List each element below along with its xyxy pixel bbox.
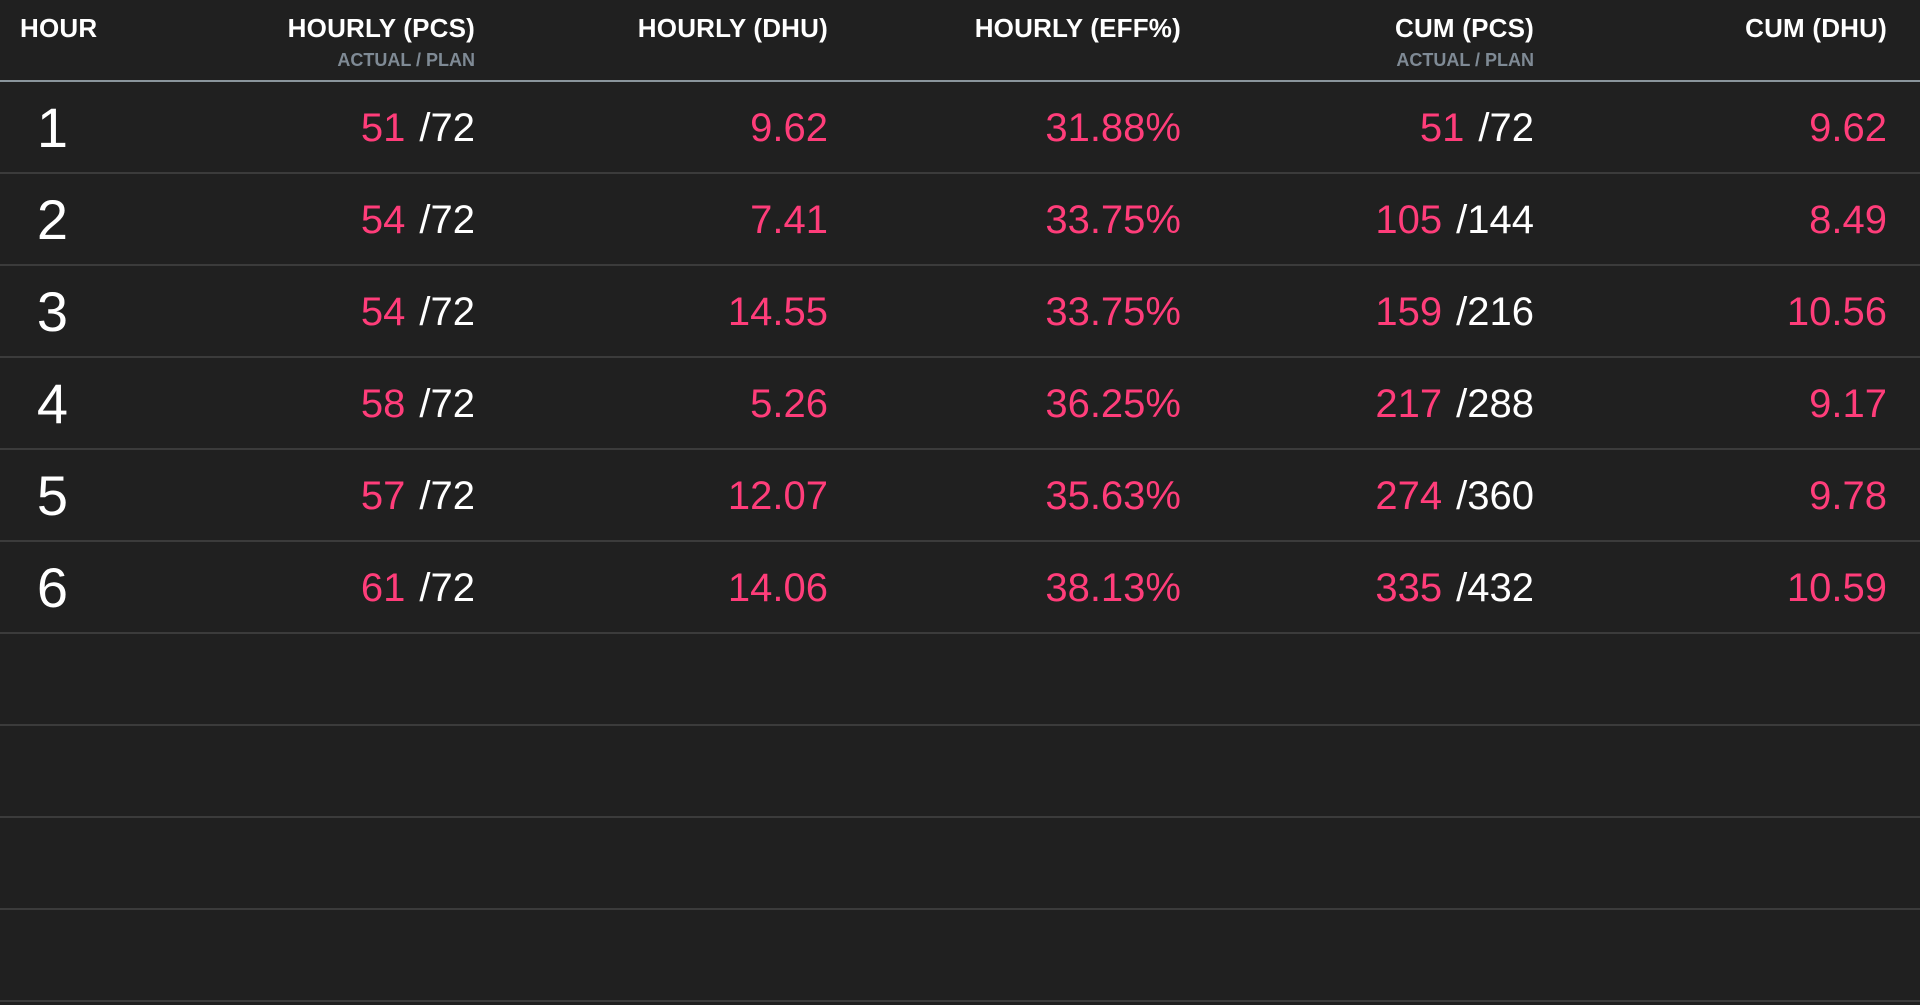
cum-plan-value: 288 bbox=[1467, 382, 1534, 426]
separator-slash: / bbox=[1456, 382, 1468, 426]
cum-dhu-cell: 9.17 bbox=[1809, 382, 1887, 426]
cum-pcs-cell: 51 /72 bbox=[1181, 82, 1534, 174]
empty-table-row bbox=[0, 726, 1920, 818]
header-cum-dhu: CUM (DHU) bbox=[1534, 0, 1887, 80]
empty-table-row bbox=[0, 910, 1920, 1002]
hourly-actual-value: 54 bbox=[360, 198, 406, 242]
header-cum-pcs: CUM (PCS) ACTUAL / PLAN bbox=[1181, 0, 1534, 80]
hourly-plan-value: 72 bbox=[430, 106, 476, 150]
hourly-pcs-cell: 61 /72 bbox=[125, 542, 475, 634]
cum-plan-value: 432 bbox=[1467, 566, 1534, 610]
hourly-eff-cell: 38.13% bbox=[1045, 566, 1181, 610]
hourly-dhu-cell: 9.62 bbox=[750, 106, 828, 150]
hour-cell: 6 bbox=[36, 556, 69, 619]
separator-slash: / bbox=[419, 474, 431, 518]
hourly-pcs-cell: 57 /72 bbox=[125, 450, 475, 542]
hourly-eff-cell: 33.75% bbox=[1045, 198, 1181, 242]
cum-actual-value: 51 bbox=[1419, 106, 1465, 150]
separator-slash: / bbox=[1456, 290, 1468, 334]
header-cum-dhu-label: CUM (DHU) bbox=[1745, 13, 1887, 43]
table-row: 2 54/72 7.41 33.75% 105/144 8.49 bbox=[0, 174, 1920, 266]
hourly-eff-cell: 33.75% bbox=[1045, 290, 1181, 334]
hourly-plan-value: 72 bbox=[430, 382, 476, 426]
hour-cell: 5 bbox=[36, 464, 69, 527]
separator-slash: / bbox=[419, 382, 431, 426]
cum-dhu-cell: 10.56 bbox=[1786, 290, 1887, 334]
table-row: 4 58/72 5.26 36.25% 217/288 9.17 bbox=[0, 358, 1920, 450]
separator-slash: / bbox=[419, 198, 431, 242]
header-cum-pcs-label: CUM (PCS) bbox=[1394, 13, 1534, 43]
hourly-dhu-cell: 12.07 bbox=[727, 474, 828, 518]
hourly-plan-value: 72 bbox=[430, 474, 476, 518]
hourly-eff-cell: 36.25% bbox=[1045, 382, 1181, 426]
hourly-actual-value: 57 bbox=[360, 474, 406, 518]
header-hour: HOUR bbox=[0, 0, 125, 80]
table-row: 1 51/72 9.62 31.88% 51/72 9.62 bbox=[0, 82, 1920, 174]
hourly-eff-cell: 35.63% bbox=[1045, 474, 1181, 518]
hourly-pcs-cell: 58 /72 bbox=[125, 358, 475, 450]
header-hourly-dhu: HOURLY (DHU) bbox=[475, 0, 828, 80]
header-hourly-eff-label: HOURLY (EFF%) bbox=[974, 13, 1181, 43]
table-row: 5 57/72 12.07 35.63% 274/360 9.78 bbox=[0, 450, 1920, 542]
header-hourly-eff: HOURLY (EFF%) bbox=[828, 0, 1181, 80]
cum-plan-value: 360 bbox=[1467, 474, 1534, 518]
cum-dhu-cell: 8.49 bbox=[1809, 198, 1887, 242]
header-hourly-pcs-subtitle: ACTUAL / PLAN bbox=[337, 50, 475, 70]
hourly-dhu-cell: 14.55 bbox=[727, 290, 828, 334]
cum-actual-value: 335 bbox=[1375, 566, 1443, 610]
cum-dhu-cell: 9.62 bbox=[1809, 106, 1887, 150]
cum-pcs-cell: 274 /360 bbox=[1181, 450, 1534, 542]
hourly-actual-value: 51 bbox=[360, 106, 406, 150]
hourly-plan-value: 72 bbox=[430, 290, 476, 334]
separator-slash: / bbox=[419, 566, 431, 610]
table-row: 6 61/72 14.06 38.13% 335/432 10.59 bbox=[0, 542, 1920, 634]
hour-cell: 1 bbox=[36, 96, 69, 159]
cum-pcs-cell: 159 /216 bbox=[1181, 266, 1534, 358]
table-row: 3 54/72 14.55 33.75% 159/216 10.56 bbox=[0, 266, 1920, 358]
cum-dhu-cell: 9.78 bbox=[1809, 474, 1887, 518]
cum-actual-value: 217 bbox=[1375, 382, 1443, 426]
table-body: 1 51/72 9.62 31.88% 51/72 9.62 2 54/72 7… bbox=[0, 82, 1920, 1002]
separator-slash: / bbox=[1456, 566, 1468, 610]
hourly-pcs-cell: 51 /72 bbox=[125, 82, 475, 174]
hourly-dhu-cell: 14.06 bbox=[727, 566, 828, 610]
separator-slash: / bbox=[419, 106, 431, 150]
cum-plan-value: 144 bbox=[1467, 198, 1534, 242]
cum-actual-value: 274 bbox=[1375, 474, 1443, 518]
hour-cell: 4 bbox=[36, 372, 69, 435]
cum-pcs-cell: 105 /144 bbox=[1181, 174, 1534, 266]
cum-pcs-cell: 335 /432 bbox=[1181, 542, 1534, 634]
cum-plan-value: 216 bbox=[1467, 290, 1534, 334]
empty-table-row bbox=[0, 818, 1920, 910]
cum-plan-value: 72 bbox=[1489, 106, 1535, 150]
hourly-pcs-cell: 54 /72 bbox=[125, 174, 475, 266]
hourly-dhu-cell: 5.26 bbox=[750, 382, 828, 426]
hourly-dhu-cell: 7.41 bbox=[750, 198, 828, 242]
hourly-actual-value: 54 bbox=[360, 290, 406, 334]
table-header: HOUR HOURLY (PCS) ACTUAL / PLAN HOURLY (… bbox=[0, 0, 1920, 82]
hour-cell: 2 bbox=[36, 188, 69, 251]
header-hourly-pcs-label: HOURLY (PCS) bbox=[287, 13, 475, 43]
hourly-eff-cell: 31.88% bbox=[1045, 106, 1181, 150]
hourly-plan-value: 72 bbox=[430, 566, 476, 610]
header-cum-pcs-subtitle: ACTUAL / PLAN bbox=[1396, 50, 1534, 70]
cum-pcs-cell: 217 /288 bbox=[1181, 358, 1534, 450]
header-hour-label: HOUR bbox=[20, 13, 98, 43]
hourly-plan-value: 72 bbox=[430, 198, 476, 242]
hourly-pcs-cell: 54 /72 bbox=[125, 266, 475, 358]
hourly-actual-value: 61 bbox=[360, 566, 406, 610]
separator-slash: / bbox=[419, 290, 431, 334]
separator-slash: / bbox=[1456, 198, 1468, 242]
empty-table-row bbox=[0, 634, 1920, 726]
header-hourly-dhu-label: HOURLY (DHU) bbox=[637, 13, 828, 43]
hour-cell: 3 bbox=[36, 280, 69, 343]
header-hourly-pcs: HOURLY (PCS) ACTUAL / PLAN bbox=[125, 0, 475, 80]
separator-slash: / bbox=[1456, 474, 1468, 518]
cum-dhu-cell: 10.59 bbox=[1786, 566, 1887, 610]
separator-slash: / bbox=[1478, 106, 1490, 150]
cum-actual-value: 159 bbox=[1375, 290, 1443, 334]
hourly-actual-value: 58 bbox=[360, 382, 406, 426]
cum-actual-value: 105 bbox=[1375, 198, 1443, 242]
